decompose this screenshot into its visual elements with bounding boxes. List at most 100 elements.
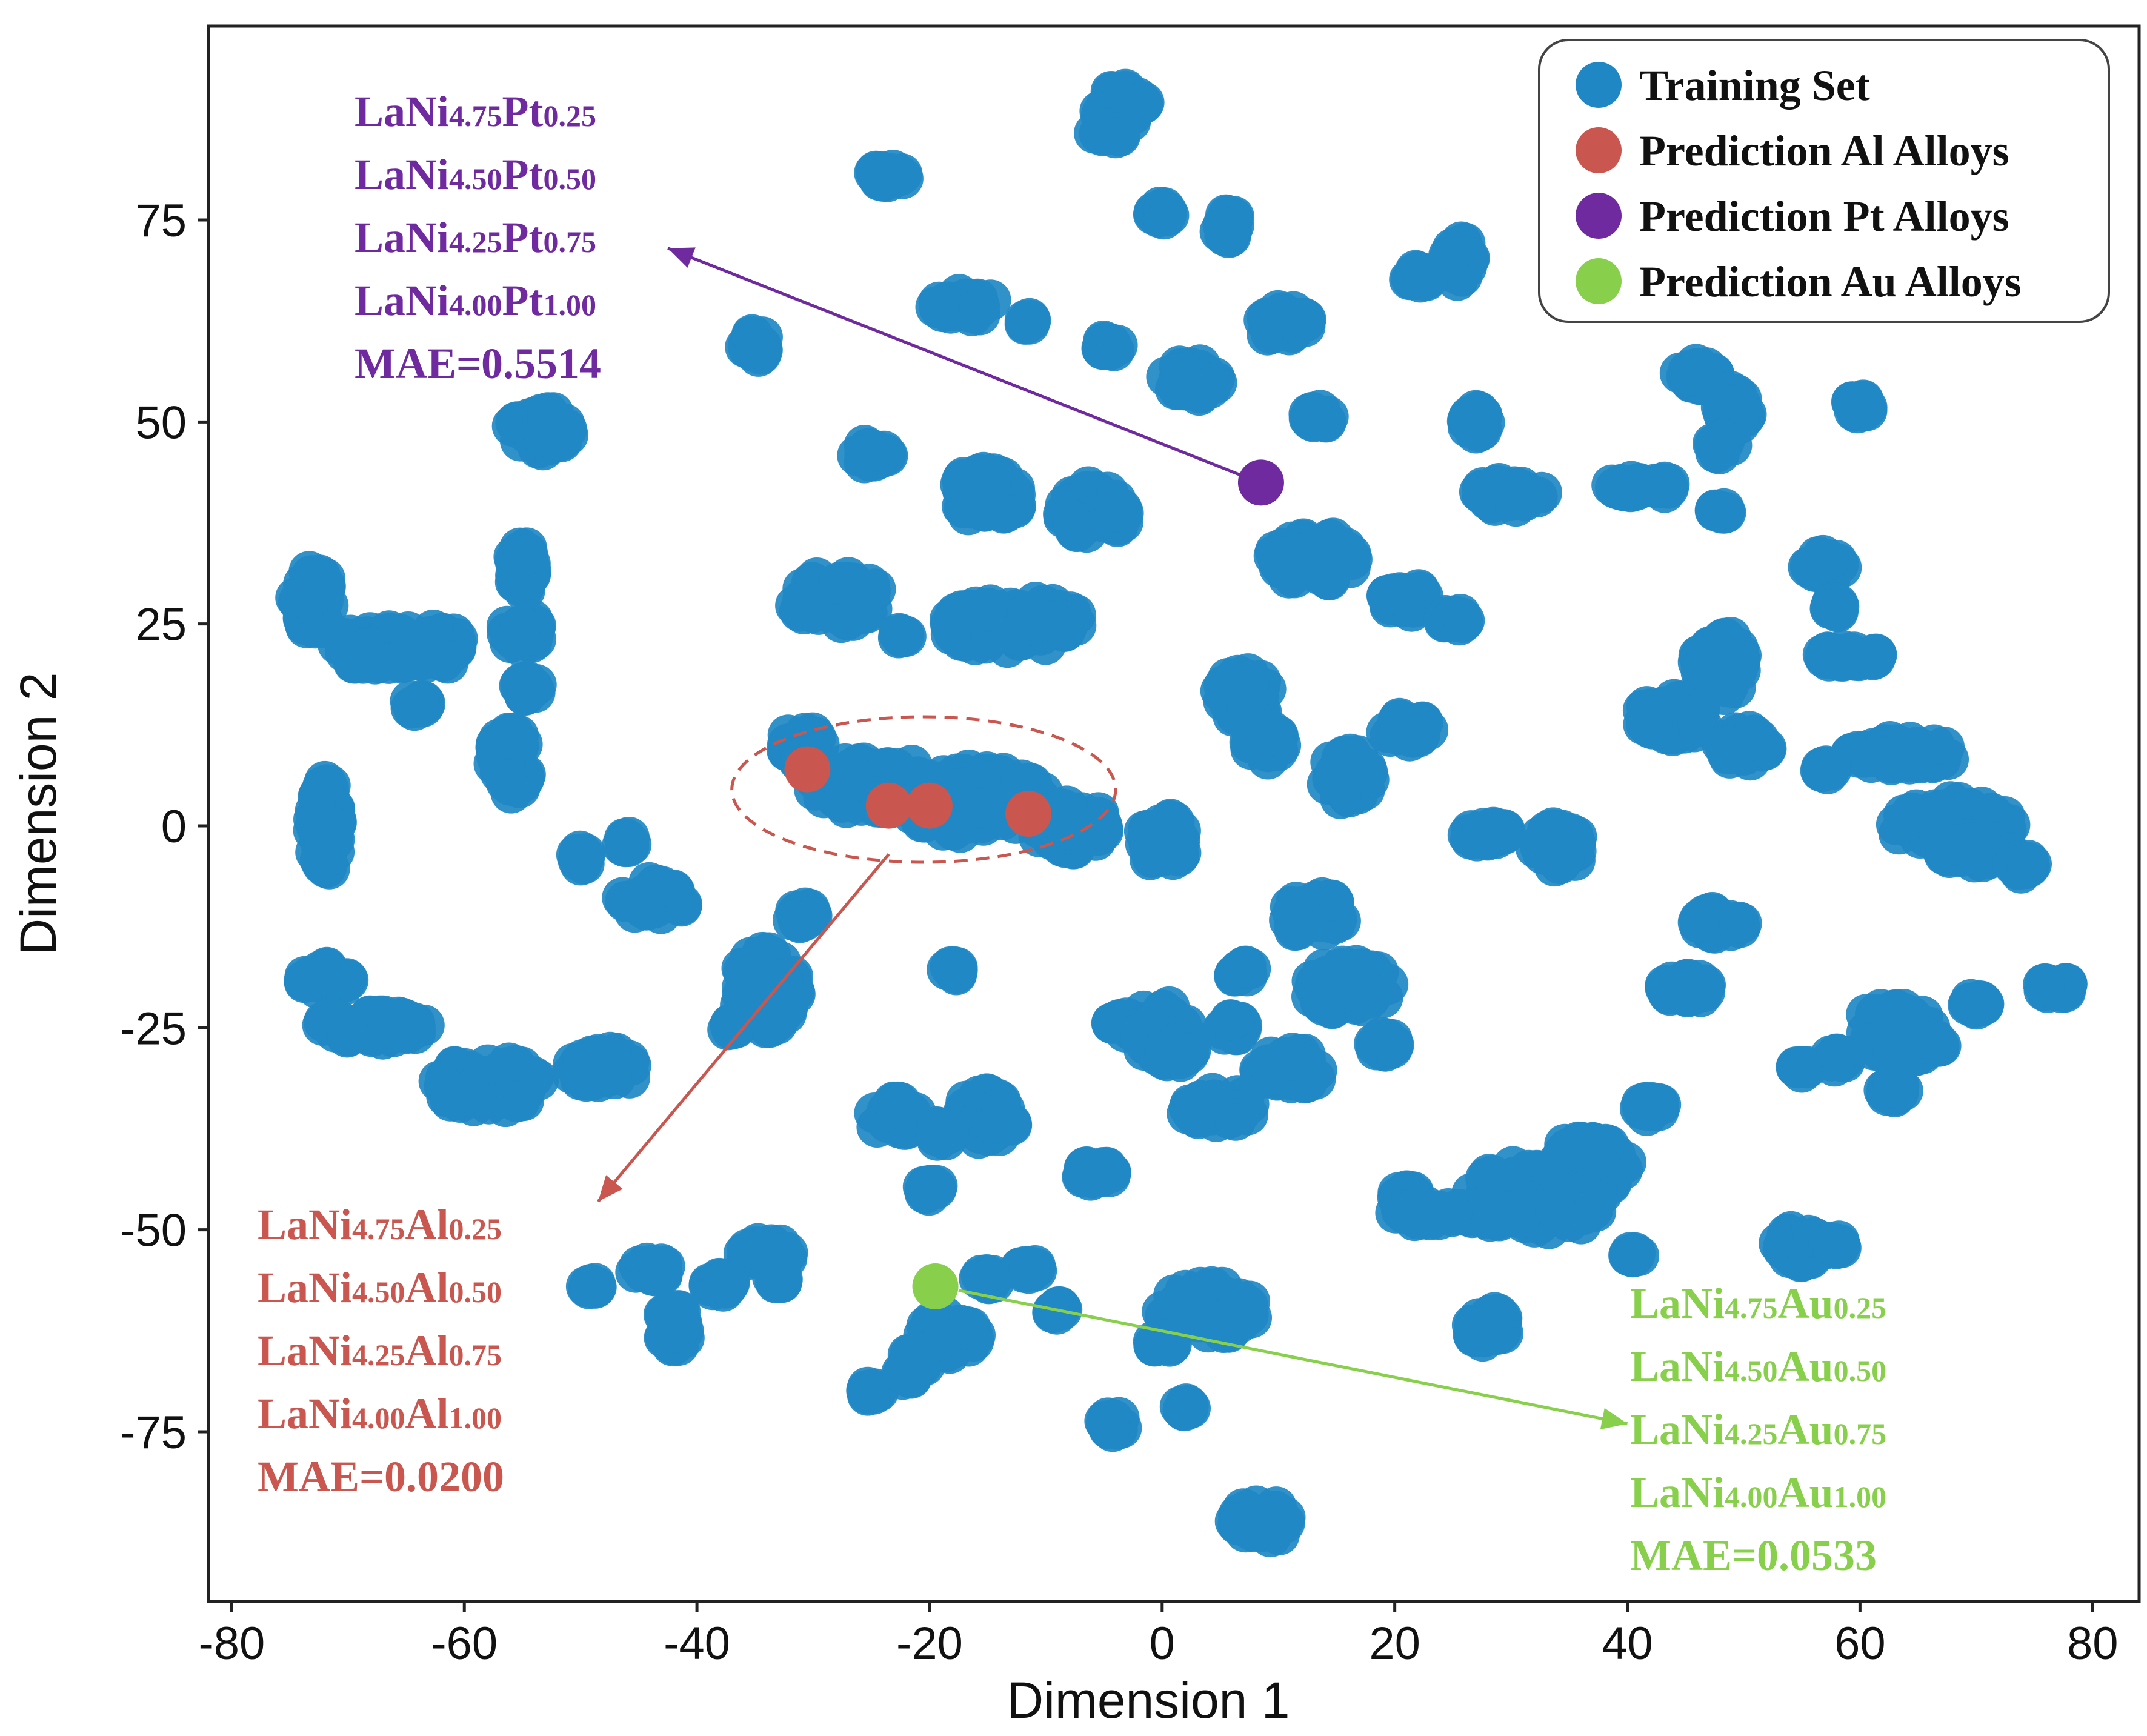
annotation-subscript: 0.75 [449,1338,502,1372]
x-tick-label: 80 [2067,1618,2119,1669]
training-point [1801,751,1843,793]
annotation-subscript: 0.50 [544,162,597,196]
prediction-point [1005,791,1052,837]
annotation-subscript: 4.25 [352,1338,405,1372]
training-point [1483,812,1525,854]
training-point [1876,803,1917,845]
annotation-text-line: LaNi4.25Al0.75 [258,1326,502,1375]
annotation-text: LaNi [1630,1342,1725,1391]
training-point [701,1262,743,1303]
training-point [306,946,348,988]
annotation-text: LaNi [1630,1468,1725,1517]
annotation-subscript: 4.75 [449,99,502,133]
training-point [958,287,1000,328]
training-point [1534,1188,1576,1229]
annotation-text-line: LaNi4.00Pt1.00 [355,276,596,325]
annotation-subscript: 4.50 [1725,1354,1778,1388]
annotation-text: Al [405,1200,449,1249]
training-point [1360,1017,1402,1059]
y-tick-label: 50 [135,397,187,448]
prediction-point [1237,459,1284,506]
training-point [1218,1503,1259,1545]
annotation-subscript: 1.00 [544,288,597,322]
annotation-text-line: MAE=0.5514 [355,339,601,388]
training-point [1639,464,1681,505]
training-point [359,642,401,683]
training-point [1372,573,1414,615]
training-point [1431,1193,1473,1235]
training-point [936,593,977,634]
training-point [365,999,407,1040]
training-point [449,1072,491,1114]
prediction-point [906,782,953,829]
training-point [328,1015,370,1057]
al-alloys-highlight-ellipse [730,715,1117,864]
legend-marker [1576,127,1622,173]
annotation-text: Au [1778,1342,1834,1391]
annotation-subscript: 4.00 [449,288,502,322]
annotation: LaNi4.75Pt0.25LaNi4.50Pt0.50LaNi4.25Pt0.… [355,87,1250,480]
annotation-subscript: 4.50 [352,1275,405,1309]
training-point [1095,117,1136,159]
training-point [1817,590,1859,631]
legend-label: Training Set [1639,61,1870,110]
training-point [1714,385,1756,427]
x-tick-label: -60 [431,1618,498,1669]
training-point [1308,559,1350,600]
annotation-text-line: LaNi4.25Pt0.75 [355,213,596,262]
training-point [711,1003,753,1045]
training-point [649,1308,691,1349]
training-point [1448,397,1490,439]
annotation-subscript: 4.25 [449,225,502,259]
training-point [306,804,348,846]
annotation-text: LaNi [258,1326,352,1375]
annotation-text-line: LaNi4.00Au1.00 [1630,1468,1886,1517]
training-point [981,1092,1023,1134]
training-point [2023,963,2065,1005]
annotation: LaNi4.75Au0.25LaNi4.50Au0.50LaNi4.25Au0.… [958,1279,1886,1580]
annotation-subscript: 0.75 [544,225,597,259]
legend: Training Set Prediction Al Alloys Predicti… [1538,39,2110,323]
training-point [1075,1151,1117,1192]
overlay-layer [730,715,1117,864]
training-point [304,568,345,610]
training-point [1705,725,1746,767]
y-tick-label: -75 [120,1407,187,1458]
annotation-text-line: LaNi4.75Au0.25 [1630,1279,1886,1328]
annotation-text: Pt [502,213,544,262]
training-point [1135,1325,1177,1366]
training-point [1205,207,1247,248]
training-point [741,329,783,371]
training-point [773,899,814,941]
training-point [1305,977,1347,1019]
training-point [883,615,925,657]
prediction-point [865,782,912,829]
y-tick-label: 0 [161,801,187,853]
annotation-arrow-line [667,247,1250,480]
annotations-layer: LaNi4.75Pt0.25LaNi4.50Pt0.50LaNi4.25Pt0.… [258,87,1886,1580]
training-point [1384,1192,1426,1234]
annotation-subscript: 4.00 [352,1401,405,1435]
training-point [761,993,803,1034]
annotation-text: Pt [502,276,544,325]
training-point [1466,1303,1508,1345]
annotation-text-line: LaNi4.50Al0.50 [258,1263,502,1312]
training-point [1250,710,1292,751]
training-point [1631,1086,1672,1127]
training-point [496,1081,538,1122]
legend-label: Prediction Pt Alloys [1639,192,2009,241]
annotation-text: Au [1778,1405,1834,1454]
training-point [824,765,865,807]
training-point [1395,250,1436,291]
training-point [487,717,529,759]
annotation-text-line: LaNi4.00Al1.00 [258,1389,502,1438]
training-point [1274,910,1316,951]
x-tick-label: -20 [896,1618,963,1669]
training-point [1960,980,2002,1022]
training-point [2006,842,2048,883]
training-point [1248,1044,1290,1086]
annotation-text: LaNi [355,276,449,325]
training-point [1211,999,1253,1041]
annotation-text: LaNi [258,1200,352,1249]
